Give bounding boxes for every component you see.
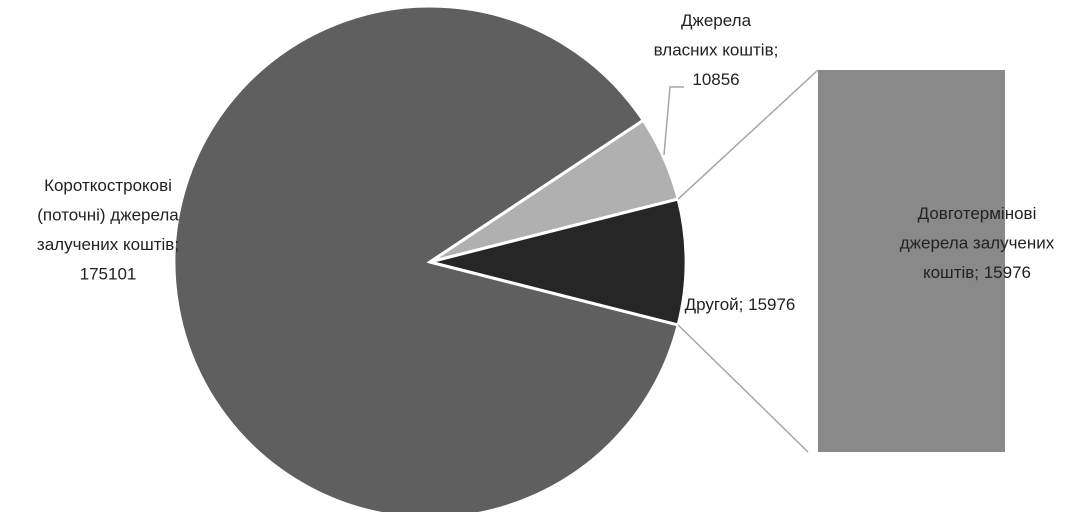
data-label: Джерела власних коштів; 10856 (654, 11, 779, 89)
data-label: Короткострокові (поточні) джерела залучени… (37, 176, 179, 284)
connector-line (677, 69, 819, 200)
data-label: Довготермінові джерела залучених коштів; 1… (900, 204, 1055, 282)
data-label-line: (поточні) джерела (37, 206, 179, 225)
data-label-line: залучених коштів; (37, 235, 179, 254)
leader-line (663, 86, 684, 156)
data-label-line: 175101 (80, 265, 137, 284)
pie-slice (172, 4, 680, 512)
data-label-line: 10856 (692, 70, 739, 89)
pie-slice (429, 197, 688, 327)
data-label-line: Короткострокові (44, 176, 172, 195)
bar (818, 70, 1005, 452)
data-label-line: коштів; 15976 (923, 263, 1031, 282)
data-label-line: Джерела (681, 11, 752, 30)
data-label-line: Другой; 15976 (685, 295, 796, 314)
data-label-line: Довготермінові (918, 204, 1037, 223)
data-label-line: джерела залучених (900, 234, 1055, 253)
data-label-line: власних коштів; (654, 41, 779, 60)
connector-line (677, 324, 809, 453)
data-label: Другой; 15976 (685, 295, 796, 314)
